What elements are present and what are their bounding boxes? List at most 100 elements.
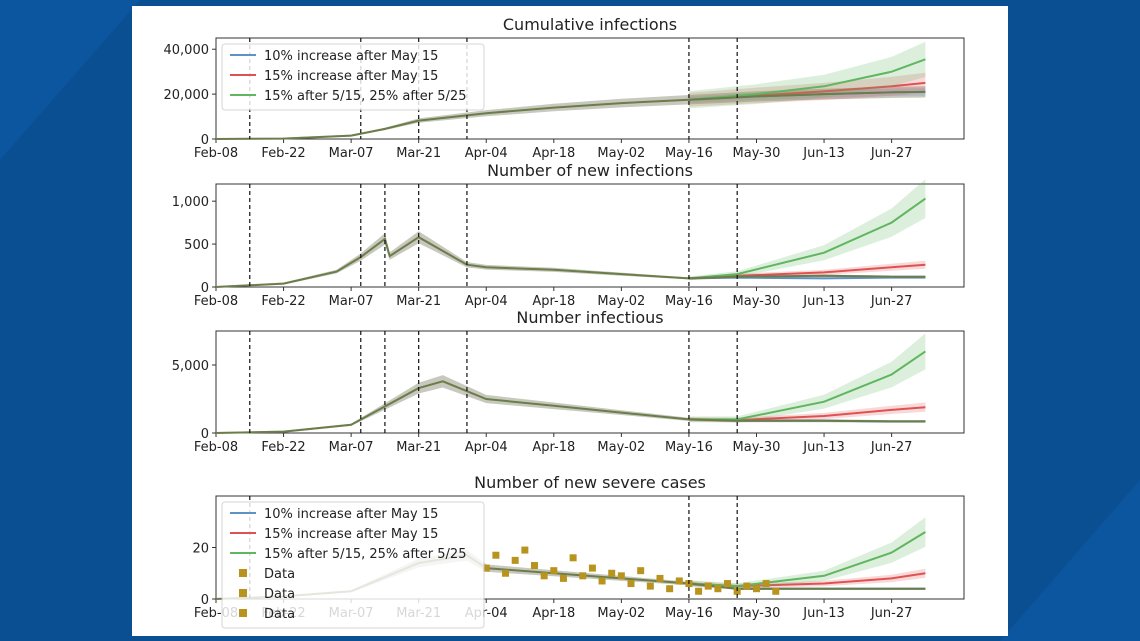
x-tick-label-0-5: Apr-18 [532,146,575,161]
legend-swatch-3-4 [239,589,247,597]
legend-swatch-3-3 [239,569,247,577]
y-tick-label-1-2: 1,000 [172,195,209,210]
x-tick-label-3-6: May-02 [597,606,645,621]
y-tick-label-0-1: 20,000 [164,88,210,103]
data-point-3-17 [646,582,654,590]
x-tick-label-1-10: Jun-27 [870,294,913,309]
base-line-2 [215,380,926,434]
data-point-3-14 [617,572,625,580]
x-tick-label-0-2: Mar-07 [329,146,374,161]
chart-title-3: Number of new severe cases [474,473,706,492]
y-tick-label-2-0: 0 [201,427,209,442]
x-tick-label-2-4: Apr-04 [465,440,508,455]
x-tick-label-3-10: Jun-27 [870,606,913,621]
legend-label-3-5: Data [264,607,295,622]
x-tick-label-0-8: May-30 [733,146,781,161]
data-point-3-1 [492,551,500,559]
legend-label-0-0: 10% increase after May 15 [264,49,438,64]
data-point-3-6 [540,572,548,580]
data-point-3-23 [704,582,712,590]
data-point-3-10 [579,572,587,580]
chart-title-2: Number infectious [516,308,663,327]
data-point-3-26 [733,587,741,595]
data-point-3-28 [752,585,760,593]
y-tick-label-3-0: 0 [201,593,209,608]
x-tick-label-0-7: May-16 [665,146,713,161]
x-tick-label-1-0: Feb-08 [194,294,238,309]
x-tick-label-0-10: Jun-27 [870,146,913,161]
x-tick-label-1-7: May-16 [665,294,713,309]
data-point-3-5 [531,562,539,570]
data-point-3-16 [637,567,645,575]
legend-box-3 [221,501,485,629]
data-point-3-18 [656,574,664,582]
data-point-3-9 [569,554,577,562]
plot-frame-2 [215,330,965,434]
x-tick-label-3-8: May-30 [733,606,781,621]
series-band-0-1 [688,72,926,107]
series-band-0-2 [688,41,926,109]
x-tick-label-2-6: May-02 [597,440,645,455]
x-tick-label-2-1: Feb-22 [261,440,305,455]
data-point-3-15 [627,580,635,588]
data-point-3-27 [743,582,751,590]
x-tick-label-1-1: Feb-22 [261,294,305,309]
x-tick-label-0-0: Feb-08 [194,146,238,161]
x-tick-label-2-7: May-16 [665,440,713,455]
y-tick-label-2-1: 5,000 [172,359,209,374]
data-point-3-20 [675,577,683,585]
x-tick-label-2-5: Apr-18 [532,440,575,455]
data-point-3-7 [550,567,558,575]
chart-title-0: Cumulative infections [503,15,677,34]
x-tick-label-2-9: Jun-13 [802,440,845,455]
legend-label-0-2: 15% after 5/15, 25% after 5/25 [264,89,466,104]
legend-label-3-4: Data [264,587,295,602]
y-tick-label-0-0: 0 [201,133,209,148]
series-line-1-2 [688,197,926,280]
x-tick-label-1-2: Mar-07 [329,294,374,309]
data-point-3-22 [695,587,703,595]
x-tick-label-0-6: May-02 [597,146,645,161]
chart-panel: Cumulative infections 0 20,000 40,000 Feb-08… [132,6,1008,636]
x-tick-label-1-4: Apr-04 [465,294,508,309]
charts-figure: Cumulative infections 0 20,000 40,000 Feb-08… [164,15,965,629]
x-tick-label-2-2: Mar-07 [329,440,374,455]
x-tick-label-1-8: May-30 [733,294,781,309]
chart-title-1: Number of new infections [487,161,693,180]
data-point-3-3 [511,556,519,564]
data-point-3-8 [559,574,567,582]
data-point-3-4 [521,546,529,554]
x-tick-label-2-8: May-30 [733,440,781,455]
legend-box-0 [221,43,485,111]
plot-frame-0 [215,37,965,140]
data-point-3-24 [714,585,722,593]
data-point-3-25 [724,580,732,588]
x-tick-label-1-6: May-02 [597,294,645,309]
x-tick-label-2-10: Jun-27 [870,440,913,455]
x-tick-label-1-5: Apr-18 [532,294,575,309]
y-tick-label-3-1: 20 [192,542,209,557]
x-tick-label-3-9: Jun-13 [802,606,845,621]
legend-label-3-2: 15% after 5/15, 25% after 5/25 [264,547,466,562]
data-point-3-30 [772,587,780,595]
legend-label-0-1: 15% increase after May 15 [264,69,438,84]
data-point-3-2 [502,569,510,577]
data-point-3-13 [608,569,616,577]
series-line-0-2 [688,58,926,101]
legend-label-3-0: 10% increase after May 15 [264,507,438,522]
x-tick-label-0-9: Jun-13 [802,146,845,161]
x-tick-label-2-3: Mar-21 [396,440,441,455]
x-tick-label-0-3: Mar-21 [396,146,441,161]
data-point-3-11 [588,564,596,572]
series-band-3-2 [688,517,926,589]
y-tick-label-1-1: 500 [184,238,209,253]
data-point-3-29 [762,580,770,588]
legend-swatch-3-5 [239,609,247,617]
data-point-3-0 [482,564,490,572]
x-tick-label-3-7: May-16 [665,606,713,621]
x-tick-label-0-1: Feb-22 [261,146,305,161]
x-tick-label-0-4: Apr-04 [465,146,508,161]
base-line-1 [215,236,926,288]
x-tick-label-3-5: Apr-18 [532,606,575,621]
legend-label-3-3: Data [264,567,295,582]
